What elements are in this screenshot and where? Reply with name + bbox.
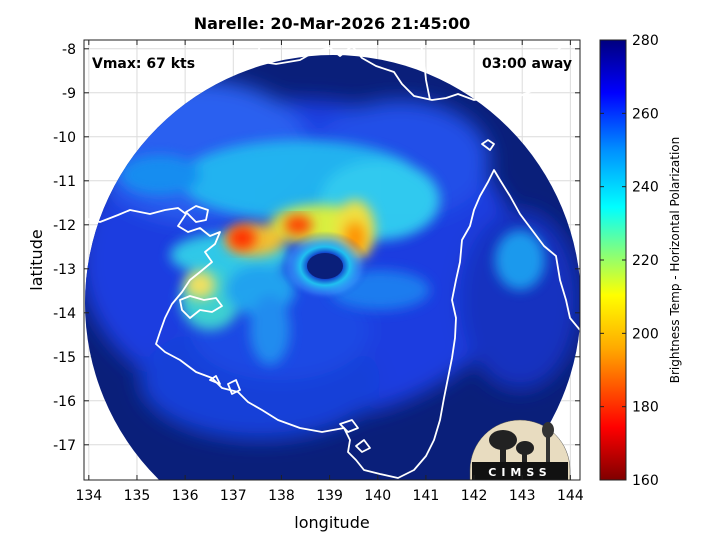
x-tick-label: 137 [220,488,247,504]
axes-frame [83,39,581,481]
y-tick-label: -13 [53,262,76,278]
y-tick-label: -16 [53,394,76,410]
x-tick-label: 138 [268,488,295,504]
coastline [84,40,580,479]
colorbar-tick-label: 160 [632,473,659,489]
vmax-label: Vmax: 67 kts [92,56,195,72]
colorbar-tick-label: 220 [632,253,659,269]
y-axis-label: latitude [27,229,46,290]
y-tick-label: -9 [62,86,76,102]
y-tick-label: -11 [53,174,76,190]
y-tick-label: -12 [53,218,76,234]
time-offset-label: 03:00 away [482,56,572,72]
x-tick-label: 144 [557,488,584,504]
x-tick-label: 140 [364,488,391,504]
colorbar-tick-label: 280 [632,33,659,49]
x-tick-label: 141 [413,488,440,504]
y-tick-label: -8 [62,42,76,58]
x-tick-label: 135 [124,488,151,504]
chart-title: Narelle: 20-Mar-2026 21:45:00 [194,14,471,33]
brightness-temp-image [84,40,580,480]
y-tick-label: -10 [53,130,76,146]
x-tick-label: 139 [316,488,343,504]
x-tick-label: 134 [75,488,102,504]
cimss-logo-text: CIMSS [488,466,551,479]
colorbar-tick-label: 240 [632,180,659,196]
x-tick-label: 143 [509,488,536,504]
y-tick-label: -14 [53,306,76,322]
colorbar-label: Brightness Temp - Horizontal Polarizatio… [668,137,682,384]
x-tick-label: 136 [172,488,199,504]
x-tick-label: 142 [461,488,488,504]
x-axis-ticks: 134 135 136 137 138 139 140 141 142 143 144 [75,40,584,504]
x-axis-label: longitude [294,513,369,532]
colorbar-ticks: 160 180 200 220 240 260 280 [600,33,659,489]
colorbar-tick-label: 260 [632,106,659,122]
y-tick-label: -15 [53,350,76,366]
y-axis-ticks: -8 -9 -10 -11 -12 -13 -14 -15 -16 -17 [53,42,580,454]
colorbar-tick-label: 180 [632,400,659,416]
colorbar-tick-label: 200 [632,326,659,342]
y-tick-label: -17 [53,438,76,454]
cimss-logo: CIMSS [469,419,571,481]
